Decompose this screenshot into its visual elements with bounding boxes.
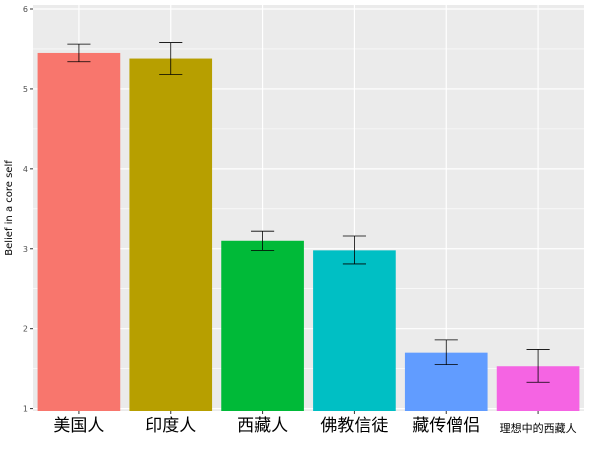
x-category-label: 佛教信徒 bbox=[320, 416, 388, 436]
x-category-label: 理想中的西藏人 bbox=[500, 421, 577, 435]
bar bbox=[313, 250, 396, 411]
x-category-label: 藏传僧侣 bbox=[412, 416, 480, 436]
y-tick-label: 4 bbox=[23, 165, 28, 174]
error-bar bbox=[342, 235, 366, 265]
error-bar bbox=[251, 230, 275, 251]
error-bar bbox=[67, 43, 91, 63]
error-bar bbox=[434, 339, 458, 366]
x-category-label: 美国人 bbox=[53, 416, 104, 436]
bar bbox=[37, 52, 121, 411]
y-tick-label: 2 bbox=[23, 325, 28, 334]
y-tick-label: 6 bbox=[23, 5, 28, 14]
y-tick-label: 3 bbox=[23, 245, 28, 254]
x-category-label: 西藏人 bbox=[237, 416, 288, 436]
x-category-label: 印度人 bbox=[145, 416, 196, 436]
y-axis-title: Belief in a core self bbox=[4, 160, 15, 256]
plot-panel bbox=[33, 5, 584, 411]
error-bar bbox=[159, 42, 183, 75]
bar bbox=[221, 240, 304, 411]
y-tick-label: 5 bbox=[23, 85, 28, 94]
bar bbox=[129, 58, 213, 412]
y-tick-label: 1 bbox=[23, 405, 28, 414]
error-bar bbox=[526, 349, 550, 383]
